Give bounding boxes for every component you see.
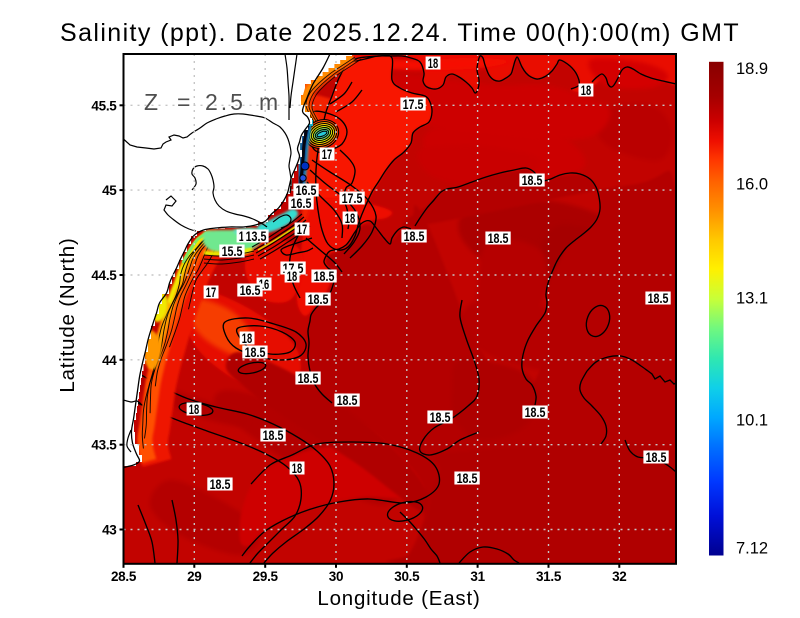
svg-text:18.5: 18.5 — [648, 291, 669, 306]
svg-text:16.5: 16.5 — [291, 196, 312, 211]
svg-text:18: 18 — [287, 269, 298, 284]
svg-text:18.5: 18.5 — [404, 229, 425, 244]
svg-text:18: 18 — [581, 83, 592, 98]
svg-text:17: 17 — [297, 222, 307, 237]
svg-text:18.5: 18.5 — [263, 428, 284, 443]
svg-text:45: 45 — [102, 183, 117, 198]
svg-text:18.5: 18.5 — [245, 345, 266, 360]
svg-text:m: m — [259, 89, 278, 115]
svg-text:28.5: 28.5 — [111, 569, 137, 584]
svg-text:16.5: 16.5 — [240, 283, 261, 298]
svg-text:18.5: 18.5 — [308, 292, 329, 307]
svg-text:32: 32 — [612, 569, 626, 584]
svg-text:13.1: 13.1 — [736, 290, 768, 308]
svg-text:29.5: 29.5 — [253, 569, 279, 584]
svg-text:7.12: 7.12 — [736, 540, 768, 558]
svg-text:18.5: 18.5 — [457, 471, 478, 486]
svg-text:18.5: 18.5 — [210, 477, 231, 492]
svg-text:=: = — [177, 89, 190, 115]
svg-text:44: 44 — [102, 353, 117, 368]
svg-text:Z: Z — [144, 89, 158, 115]
svg-text:Salinity (ppt). Date 2025.12.2: Salinity (ppt). Date 2025.12.24. Time 00… — [60, 19, 740, 47]
svg-text:16.0: 16.0 — [736, 176, 768, 194]
svg-text:18.9: 18.9 — [736, 60, 768, 78]
svg-text:30.5: 30.5 — [394, 569, 420, 584]
svg-text:Longitude (East): Longitude (East) — [317, 587, 480, 610]
svg-text:15.5: 15.5 — [222, 244, 243, 259]
svg-text:18: 18 — [189, 402, 200, 417]
svg-text:17: 17 — [206, 285, 216, 300]
svg-text:18.5: 18.5 — [646, 450, 667, 465]
svg-text:18: 18 — [242, 331, 253, 346]
svg-text:16.5: 16.5 — [296, 183, 317, 198]
svg-text:17.5: 17.5 — [342, 191, 363, 206]
svg-text:17: 17 — [322, 147, 332, 162]
svg-text:45.5: 45.5 — [91, 98, 117, 113]
svg-text:30: 30 — [329, 569, 343, 584]
svg-text:44.5: 44.5 — [91, 268, 117, 283]
svg-text:13.5: 13.5 — [246, 229, 267, 244]
svg-text:18.5: 18.5 — [430, 410, 451, 425]
svg-text:18.5: 18.5 — [337, 393, 358, 408]
svg-text:31: 31 — [470, 569, 485, 584]
svg-text:29: 29 — [187, 569, 201, 584]
svg-text:31.5: 31.5 — [536, 569, 562, 584]
svg-text:18.5: 18.5 — [298, 371, 319, 386]
svg-text:43: 43 — [102, 523, 117, 538]
svg-text:43.5: 43.5 — [91, 438, 117, 453]
svg-text:2.5: 2.5 — [205, 89, 246, 115]
svg-text:18.5: 18.5 — [314, 269, 335, 284]
svg-text:18: 18 — [428, 56, 439, 71]
svg-text:18.5: 18.5 — [522, 173, 543, 188]
svg-text:18: 18 — [292, 461, 303, 476]
svg-text:18.5: 18.5 — [525, 405, 546, 420]
svg-text:17.5: 17.5 — [403, 97, 424, 112]
svg-text:10.1: 10.1 — [736, 412, 768, 430]
svg-text:Latitude (North): Latitude (North) — [56, 237, 79, 392]
svg-text:18.5: 18.5 — [488, 231, 509, 246]
svg-text:18: 18 — [345, 211, 356, 226]
svg-text:16: 16 — [259, 277, 270, 292]
